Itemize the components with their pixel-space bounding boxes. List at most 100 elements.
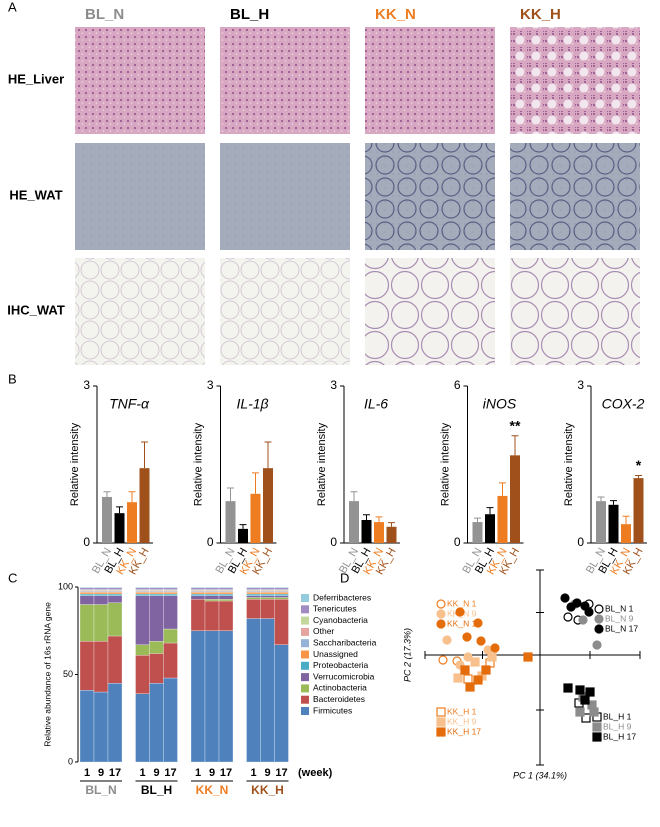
- histology-images: [75, 27, 640, 365]
- image: [75, 143, 205, 250]
- y-axis-label: Relative intensity: [563, 422, 575, 506]
- error-bar: [350, 491, 358, 502]
- legend-label: Saccharibacteria: [313, 637, 377, 647]
- error-bar: [227, 487, 234, 502]
- legend-swatch: [301, 639, 309, 648]
- bar-segment: [93, 691, 109, 763]
- point: [585, 687, 595, 697]
- bar-segment: [204, 587, 220, 590]
- bar-segment: [274, 586, 289, 589]
- legend-marker: [436, 619, 446, 629]
- legend-label: Other: [313, 626, 334, 636]
- point: [580, 695, 590, 705]
- x-tick-label: 9: [98, 767, 104, 779]
- legend-marker: [436, 707, 446, 717]
- bar: [497, 495, 508, 543]
- bar-segment: [246, 586, 261, 589]
- bar-segment: [260, 618, 275, 763]
- error-bar: [474, 517, 481, 523]
- bar: [225, 501, 236, 543]
- y-axis-label: Relative intensity: [192, 422, 204, 506]
- column-header: BL_N: [85, 6, 124, 23]
- bar-segment: [149, 586, 164, 589]
- bar-segment: [79, 587, 95, 590]
- bar: [596, 501, 606, 543]
- point: [442, 635, 452, 645]
- bar-segment: [218, 600, 234, 631]
- bar-segment: [135, 595, 150, 645]
- x-axis-label: PC 1 (34.1%): [513, 770, 567, 780]
- row-header: IHC_WAT: [7, 302, 65, 317]
- point: [581, 713, 591, 723]
- bar-segment: [190, 593, 206, 596]
- legend-swatch: [301, 616, 309, 625]
- y-tick-label: 0: [68, 756, 73, 766]
- y-axis-label: Relative abundance of 16s rRNA gene: [42, 602, 52, 747]
- panel-label: D: [340, 570, 349, 585]
- legend-swatch: [301, 627, 309, 636]
- bar-segment: [149, 593, 164, 596]
- error-bar: [264, 441, 272, 469]
- point: [490, 643, 500, 653]
- bar: [621, 524, 631, 543]
- bar-segment: [163, 587, 178, 590]
- bar-segment: [274, 597, 289, 600]
- bar-segment: [163, 628, 178, 644]
- bar-segment: [190, 595, 206, 600]
- bar-segment: [93, 586, 109, 589]
- panel-label: C: [8, 570, 17, 585]
- image: [220, 143, 350, 250]
- legend-swatch: [301, 673, 309, 682]
- bar-segment: [274, 595, 289, 598]
- x-tick-label: 17: [164, 767, 176, 779]
- bar-segment: [149, 683, 164, 763]
- bar-segment: [260, 587, 275, 590]
- y-tick-label: 3: [83, 378, 90, 392]
- legend-marker: [436, 717, 446, 727]
- bar-segment: [79, 690, 95, 763]
- y-axis-label: Relative intensity: [439, 422, 451, 506]
- image: [510, 258, 640, 365]
- bar-segment: [135, 592, 150, 595]
- legend-label: BL_H 17: [603, 731, 636, 741]
- error-bar: [499, 482, 506, 496]
- x-axis-label: (week): [298, 767, 333, 779]
- bar-segment: [107, 592, 123, 595]
- bar-segment: [107, 586, 123, 589]
- bar: [633, 478, 644, 543]
- legend-marker: [592, 722, 602, 732]
- legend-label: KK_H 1: [447, 706, 477, 716]
- legend-label: BL_H 1: [603, 711, 632, 721]
- bar-segment: [274, 644, 289, 763]
- bar-segment: [218, 599, 234, 602]
- bar-segment: [218, 592, 234, 595]
- panel-label: B: [8, 371, 17, 386]
- x-tick-label: 1: [195, 767, 201, 779]
- point: [575, 685, 585, 695]
- bar-segment: [260, 586, 275, 589]
- group-label: KK_H: [251, 783, 284, 797]
- bar-segment: [274, 587, 289, 590]
- legend-swatch: [301, 594, 309, 602]
- point: [470, 657, 480, 667]
- point: [473, 618, 483, 628]
- bar-segment: [107, 602, 123, 637]
- bar-segment: [246, 618, 261, 763]
- bar: [250, 493, 261, 543]
- point: [563, 683, 573, 693]
- legend-label: BL_N 17: [605, 623, 638, 633]
- bar-segment: [246, 593, 261, 596]
- error-bar: [388, 522, 395, 527]
- legend-label: KK_N 1: [447, 598, 477, 608]
- error-bar: [116, 506, 123, 514]
- error-bar: [363, 514, 370, 520]
- image: [220, 27, 350, 134]
- error-bar: [635, 474, 642, 479]
- point: [453, 673, 463, 683]
- error-bar: [597, 496, 605, 502]
- bar-segment: [218, 630, 234, 763]
- bar-segment: [135, 586, 150, 589]
- legend-marker: [436, 599, 446, 609]
- legend-swatch: [301, 650, 309, 659]
- bar: [102, 496, 112, 543]
